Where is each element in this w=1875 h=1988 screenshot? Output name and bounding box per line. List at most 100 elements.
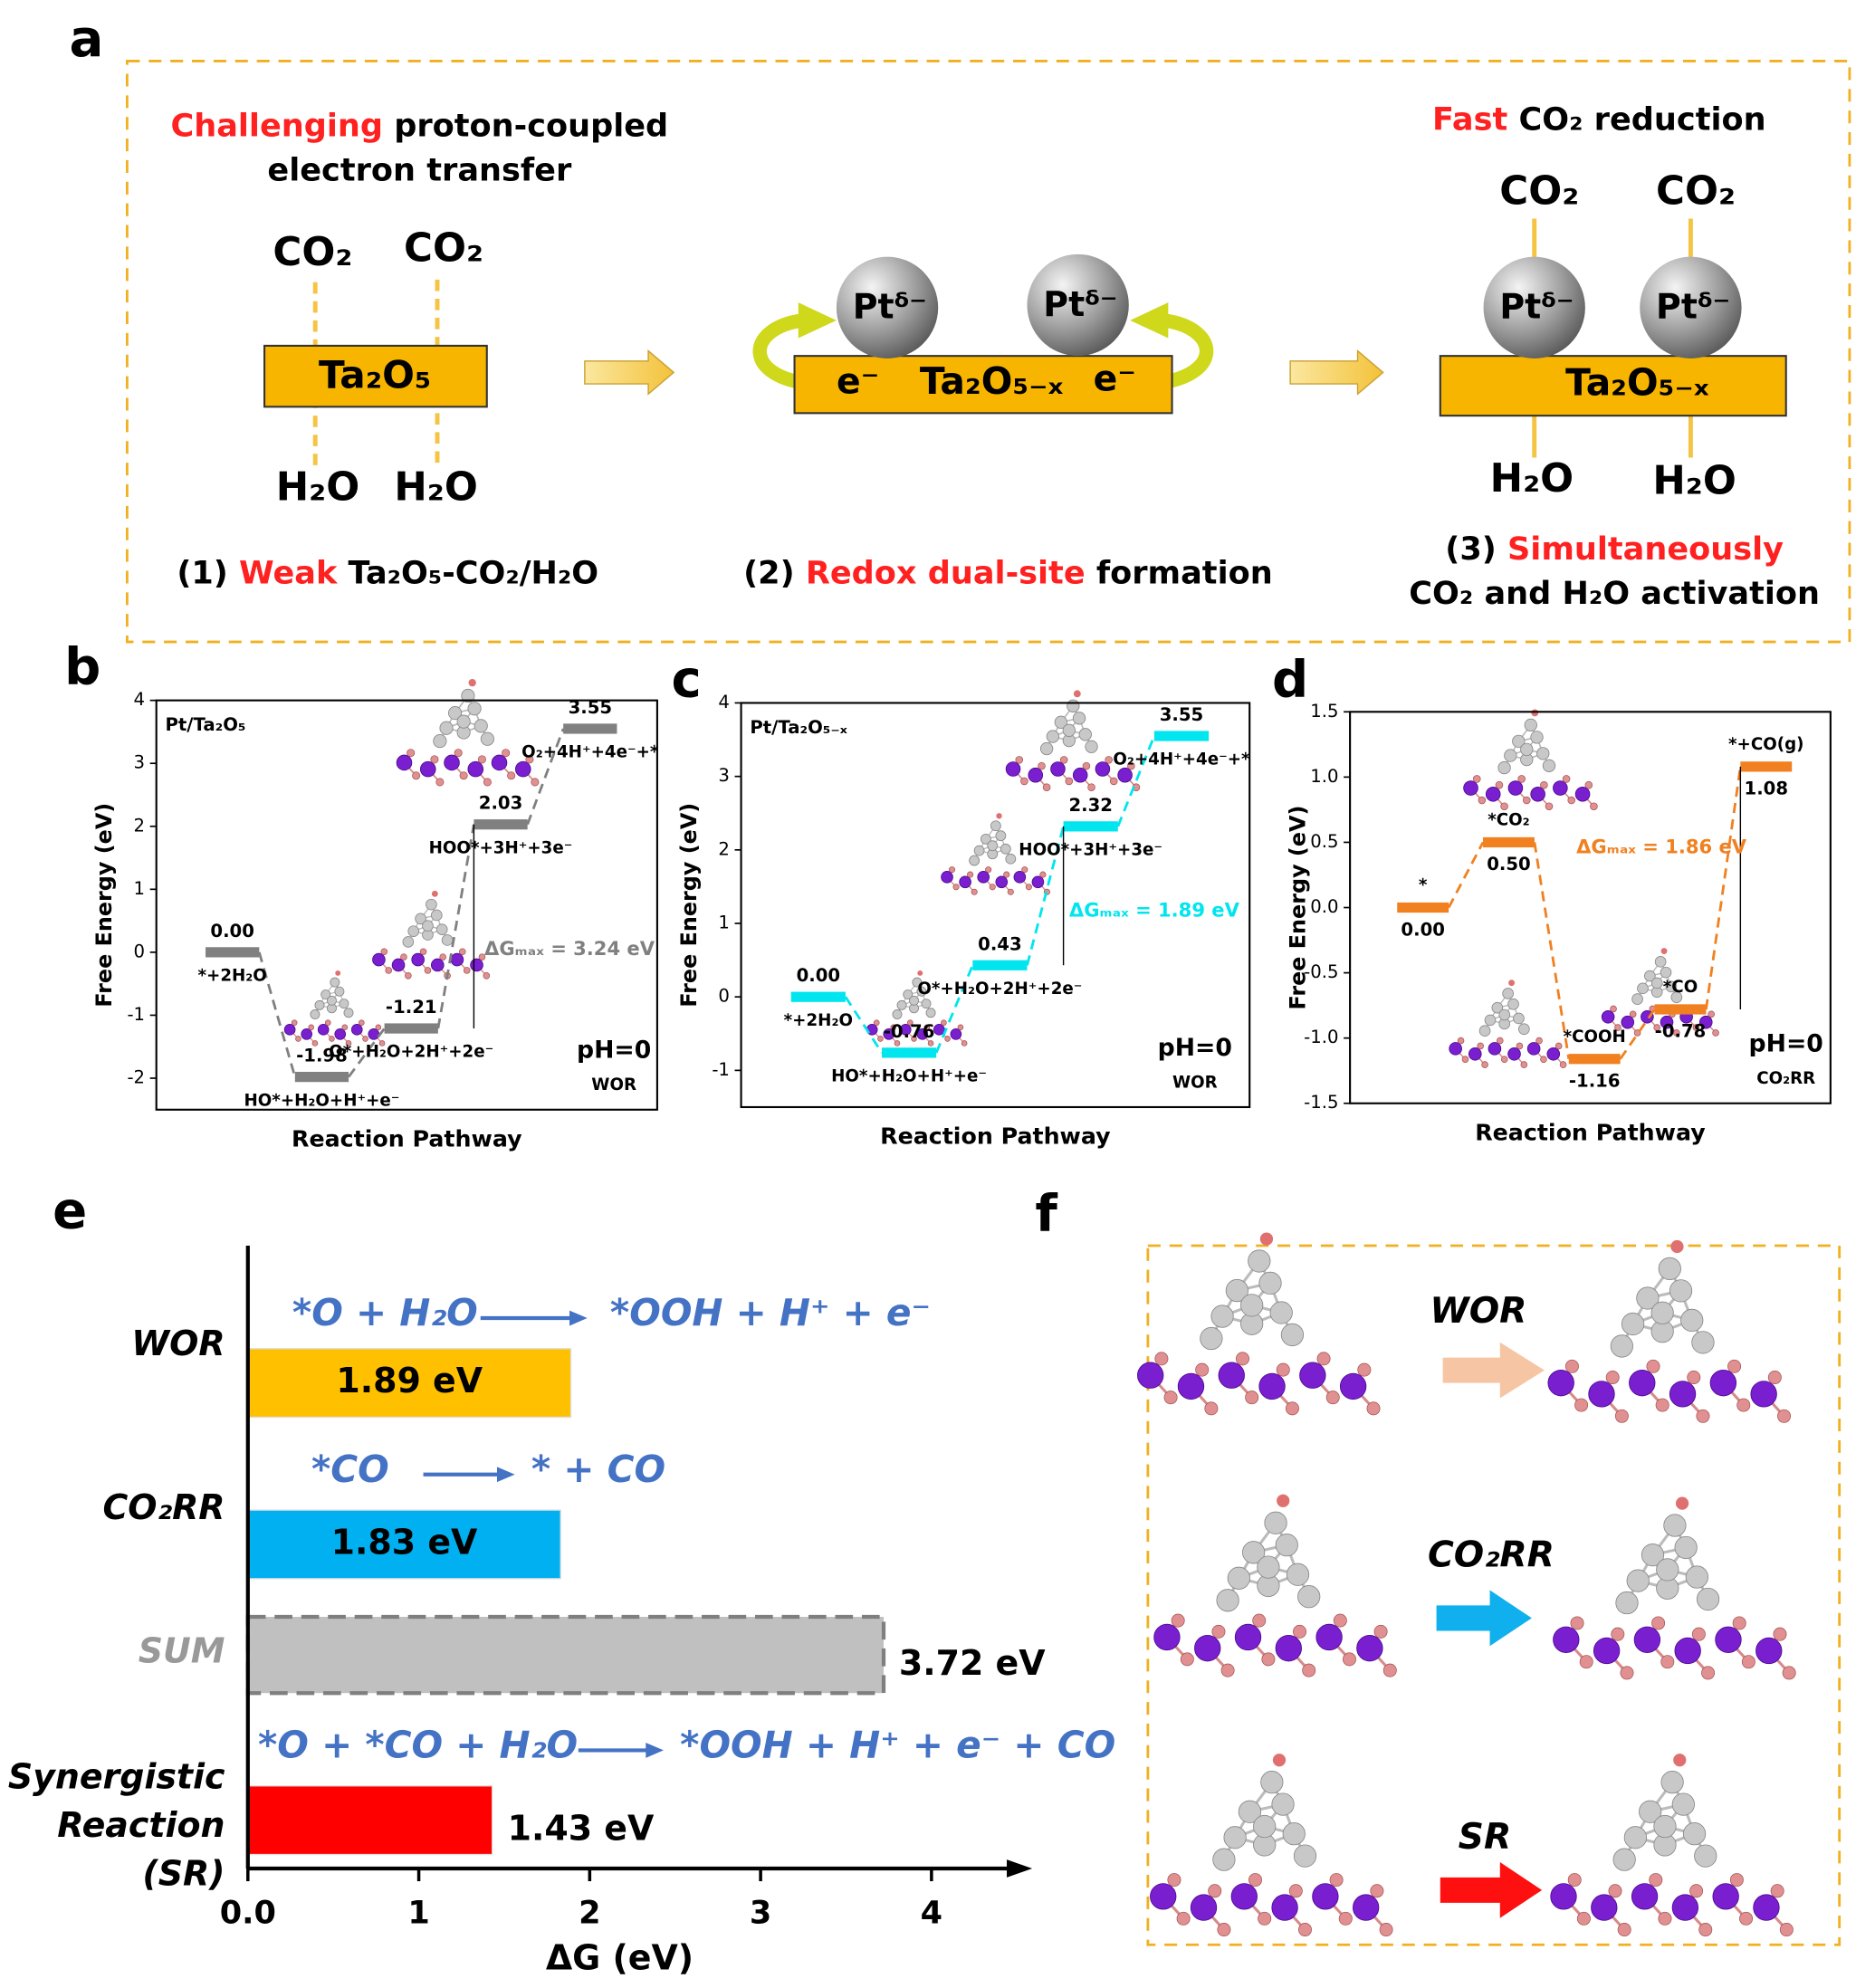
reaction-from: *O + H₂O — [292, 1291, 478, 1334]
value-label: 3.72 eV — [899, 1643, 1046, 1683]
structure — [1463, 709, 1598, 811]
atom — [1065, 777, 1074, 786]
connector — [526, 728, 565, 826]
atom — [402, 936, 415, 948]
atom — [1227, 1566, 1250, 1590]
atom — [467, 702, 482, 716]
atom — [1655, 1398, 1669, 1412]
highlight: Weak — [239, 555, 338, 592]
y-tick-label: -2 — [127, 1066, 145, 1087]
atom — [396, 754, 413, 771]
category-label-box: Synergistic Reaction (SR) — [8, 1758, 225, 1894]
atom — [909, 995, 920, 1006]
atom — [1770, 1884, 1784, 1898]
y-tick-label: 3 — [134, 752, 146, 773]
atom — [1507, 998, 1519, 1010]
atom — [892, 1008, 903, 1019]
reaction-arrowhead — [569, 1310, 588, 1326]
atom — [1275, 1534, 1298, 1557]
atom — [1200, 1326, 1223, 1351]
arrow — [1440, 1861, 1543, 1918]
atom — [1491, 1001, 1504, 1014]
atom — [944, 1036, 951, 1042]
atom — [1553, 780, 1568, 796]
x-tick-label: 4 — [921, 1895, 942, 1932]
atom — [419, 948, 427, 956]
atom — [1523, 796, 1531, 805]
atom — [1712, 1883, 1739, 1910]
atom — [1498, 1008, 1511, 1021]
atom — [1223, 1826, 1247, 1849]
value-label: 0.00 — [210, 921, 254, 941]
y-axis-label: Free Energy (eV) — [1285, 806, 1310, 1010]
atom — [1567, 796, 1575, 805]
x-axis-label: Reaction Pathway — [880, 1123, 1111, 1150]
atom — [1280, 1323, 1305, 1347]
value-label: -0.78 — [1655, 1021, 1707, 1042]
atom — [1658, 1911, 1672, 1926]
atom — [873, 1019, 880, 1027]
atom — [283, 1023, 296, 1036]
panel-label: a — [70, 10, 104, 69]
x-tick-label: 1 — [407, 1895, 429, 1932]
atom — [1000, 843, 1011, 855]
atom — [1195, 1362, 1210, 1377]
category-label: WOR — [131, 1324, 225, 1364]
text: (2) — [743, 555, 806, 592]
atom — [1671, 1792, 1695, 1816]
atom — [1614, 1024, 1621, 1031]
atom — [1646, 1359, 1660, 1373]
atom — [1610, 1334, 1634, 1358]
level — [294, 1071, 349, 1083]
atom — [1545, 802, 1554, 811]
category-label: O₂+4H⁺+4e⁻+* — [1113, 750, 1250, 769]
atom — [335, 970, 341, 976]
value-label: -1.16 — [1569, 1071, 1621, 1092]
atom — [1150, 1883, 1177, 1910]
atom — [1674, 1535, 1698, 1560]
atom — [1513, 1012, 1525, 1025]
structure — [1547, 1239, 1792, 1423]
atom — [1530, 786, 1545, 802]
annotation: ΔGₘₐₓ = 1.86 eV — [1576, 836, 1747, 858]
y-tick-label: 3 — [718, 765, 730, 786]
atom — [433, 734, 447, 749]
atom — [1559, 1061, 1567, 1068]
atom — [1584, 780, 1593, 789]
highlight: Redox dual-site — [806, 555, 1086, 592]
atom — [916, 986, 927, 997]
connector — [1533, 842, 1571, 1059]
atom — [1767, 1371, 1782, 1385]
atom — [1343, 1652, 1356, 1667]
reaction-to: *OOH + H⁺ + e⁻ — [610, 1291, 931, 1334]
atom — [329, 1036, 335, 1042]
atom — [1257, 1555, 1280, 1579]
atom — [459, 948, 466, 956]
atom — [1675, 1496, 1689, 1510]
atom — [1248, 1249, 1271, 1273]
highlight: Simultaneously — [1507, 530, 1784, 568]
atom — [1611, 1627, 1625, 1641]
molecule: CO₂ — [1656, 168, 1736, 214]
atom — [1593, 1637, 1621, 1665]
atom — [1636, 1286, 1660, 1310]
reaction-label: WOR — [1430, 1291, 1526, 1332]
atom — [1637, 982, 1649, 995]
atom — [1366, 1401, 1381, 1416]
atom — [1357, 1362, 1372, 1377]
atom — [941, 1019, 947, 1027]
atom — [1153, 1623, 1181, 1651]
atom — [1682, 1822, 1707, 1846]
level — [1568, 1054, 1621, 1065]
atom — [1658, 1257, 1681, 1281]
category-label-box: CO₂RR — [102, 1488, 225, 1528]
atom — [948, 866, 956, 874]
structure — [1137, 1232, 1381, 1416]
panel-label: c — [672, 651, 702, 710]
panel-frame — [1146, 1244, 1842, 1946]
atom — [1540, 1056, 1547, 1063]
atom — [372, 952, 386, 967]
atom — [1241, 1541, 1266, 1564]
